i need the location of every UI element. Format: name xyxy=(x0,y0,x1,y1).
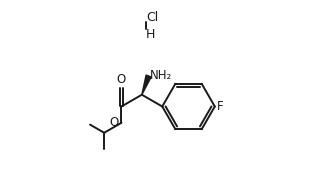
Text: O: O xyxy=(110,116,119,129)
Text: F: F xyxy=(217,100,224,113)
Text: Cl: Cl xyxy=(146,11,158,24)
Text: NH₂: NH₂ xyxy=(150,69,172,82)
Text: O: O xyxy=(117,73,126,86)
Text: H: H xyxy=(146,28,155,40)
Polygon shape xyxy=(142,75,151,95)
